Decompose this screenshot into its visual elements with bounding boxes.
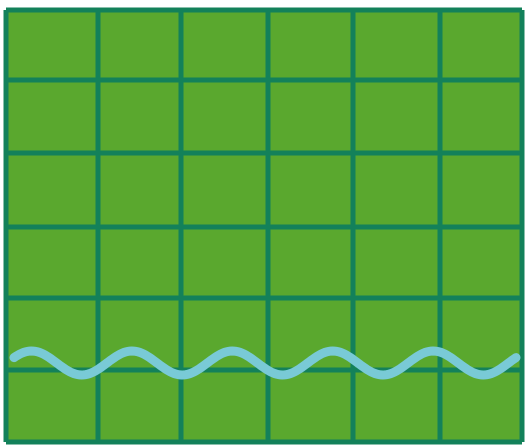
board-tile[interactable] [268, 153, 353, 227]
board-tile[interactable] [6, 227, 98, 298]
board-tile[interactable] [353, 227, 440, 298]
board-tile[interactable] [268, 227, 353, 298]
board-tile[interactable] [181, 227, 268, 298]
board-tile[interactable] [181, 153, 268, 227]
board-tile[interactable] [353, 298, 440, 370]
board-tile[interactable] [353, 153, 440, 227]
board-tile[interactable] [6, 370, 98, 442]
board-tile[interactable] [440, 227, 522, 298]
board-tile[interactable] [440, 10, 522, 80]
board-tile[interactable] [98, 370, 181, 442]
board-tile[interactable] [268, 80, 353, 153]
board-tile[interactable] [181, 370, 268, 442]
board-tile[interactable] [98, 80, 181, 153]
water-stream [9, 346, 521, 380]
board-tile[interactable] [6, 80, 98, 153]
board-tile[interactable] [268, 370, 353, 442]
board-tile[interactable] [268, 10, 353, 80]
board-tile[interactable] [440, 80, 522, 153]
board-tile[interactable] [353, 370, 440, 442]
tiles-layer [6, 10, 522, 442]
board-tile[interactable] [181, 10, 268, 80]
board-tile[interactable] [440, 153, 522, 227]
board-tile[interactable] [6, 153, 98, 227]
board-tile[interactable] [98, 153, 181, 227]
board-tile[interactable] [440, 370, 522, 442]
board-tile[interactable] [353, 10, 440, 80]
board-tile[interactable] [353, 80, 440, 153]
board-tile[interactable] [6, 10, 98, 80]
board-tile[interactable] [98, 227, 181, 298]
board-tile[interactable] [181, 80, 268, 153]
board-tile[interactable] [98, 10, 181, 80]
